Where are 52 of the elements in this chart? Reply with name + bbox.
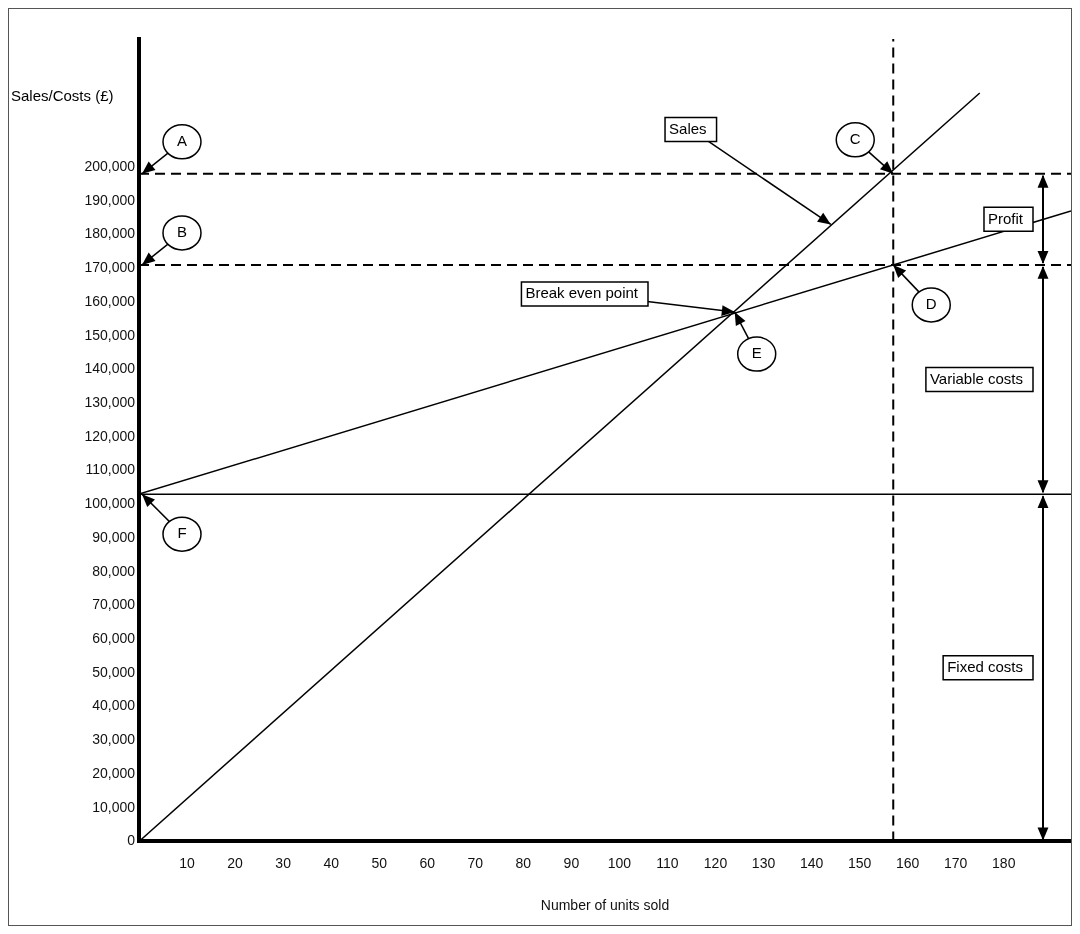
annotation: Sales [669, 119, 707, 137]
y-tick-label: 0 [127, 832, 136, 849]
annotation: F [177, 524, 187, 542]
y-tick-label: 90,000 [92, 528, 136, 545]
x-tick-label: 100 [607, 854, 632, 871]
x-tick-label: 170 [944, 854, 968, 871]
y-tick-label: 10,000 [92, 798, 136, 815]
y-tick-label: 190,000 [84, 191, 136, 208]
x-tick-label: 150 [847, 854, 872, 871]
x-tick-label: 180 [992, 854, 1016, 871]
annotation: C [849, 130, 861, 147]
y-tick-label: 150,000 [84, 326, 136, 343]
annotation: A [176, 132, 188, 149]
annotation: Fixed costs [947, 657, 1023, 675]
x-tick-label: 30 [275, 854, 292, 871]
y-axis-title: Sales/Costs (£) [11, 87, 114, 105]
y-tick-label: 70,000 [92, 596, 136, 613]
y-tick-label: 120,000 [84, 427, 136, 444]
x-tick-label: 50 [371, 854, 388, 871]
y-tick-label: 130,000 [84, 393, 136, 410]
x-tick-label: 110 [656, 854, 679, 871]
x-tick-label: 60 [419, 854, 436, 871]
y-tick-label: 80,000 [92, 562, 136, 579]
y-tick-label: 100,000 [84, 495, 136, 512]
x-tick-label: 20 [227, 854, 244, 871]
y-tick-label: 20,000 [92, 764, 136, 781]
x-tick-label: 160 [895, 854, 920, 871]
y-tick-label: 170,000 [84, 259, 136, 276]
y-tick-label: 110,000 [85, 461, 136, 478]
x-tick-label: 80 [515, 854, 532, 871]
y-tick-label: 50,000 [92, 663, 136, 680]
y-tick-label: 180,000 [84, 225, 136, 242]
y-tick-label: 160,000 [84, 292, 136, 309]
x-tick-label: 40 [323, 854, 340, 871]
annotation: Variable costs [929, 369, 1024, 387]
y-tick-label: 30,000 [92, 731, 136, 748]
annotation: B [176, 223, 188, 241]
x-tick-label: 70 [467, 854, 484, 871]
annotation: Profit [987, 209, 1024, 227]
annotation: E [751, 344, 762, 362]
y-tick-label: 60,000 [92, 629, 136, 646]
y-tick-label: 40,000 [92, 697, 136, 714]
x-tick-label: 130 [751, 854, 776, 871]
y-tick-label: 140,000 [84, 360, 136, 377]
y-tick-label: 200,000 [84, 157, 136, 174]
x-tick-label: 120 [703, 854, 728, 871]
x-tick-label: 10 [179, 854, 196, 871]
x-tick-label: 90 [563, 854, 580, 871]
annotation: Break even point [525, 284, 639, 302]
x-tick-label: 140 [799, 854, 824, 871]
annotation: D [925, 295, 937, 313]
x-axis-title: Number of units sold [540, 897, 670, 914]
